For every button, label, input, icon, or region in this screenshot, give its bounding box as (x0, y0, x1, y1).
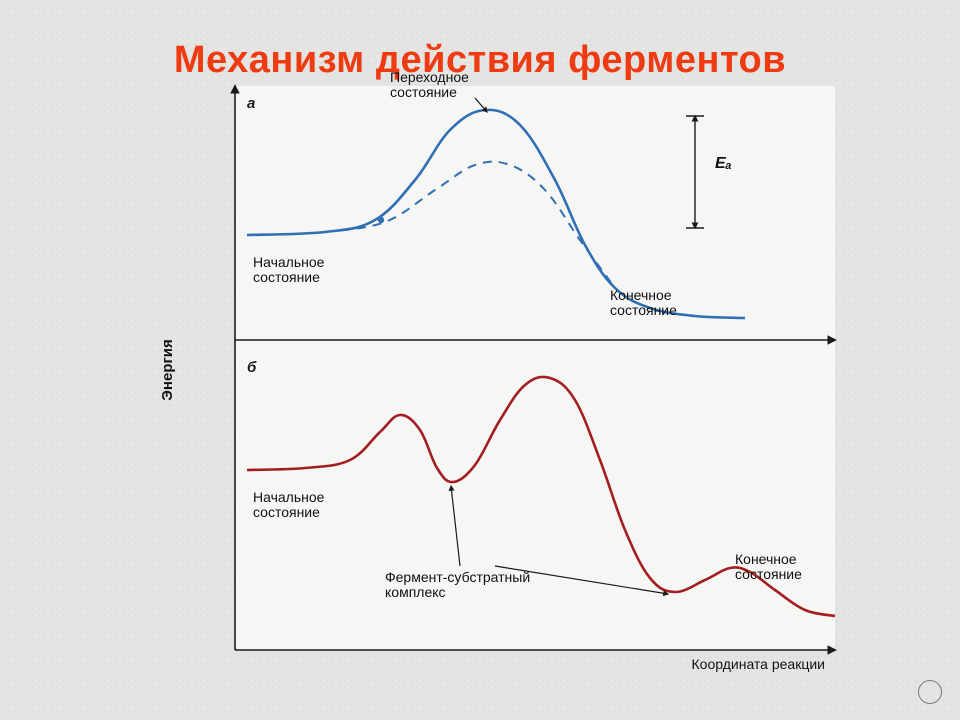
energy-diagram: а б Энергия Координата реакции Переходно… (175, 70, 855, 670)
label-initial-state-a: Начальное состояние (253, 255, 324, 284)
label-final-state-a: Конечное состояние (610, 288, 677, 317)
panel-label-a: а (247, 95, 255, 112)
label-ea: Eₐ (715, 155, 732, 173)
y-axis-label: Энергия (159, 339, 176, 400)
page-marker-circle (918, 680, 942, 704)
label-final-state-b: Конечное состояние (735, 552, 802, 581)
x-axis-label: Координата реакции (692, 656, 825, 672)
label-initial-state-b: Начальное состояние (253, 490, 324, 519)
label-transition-state: Переходное состояние (390, 70, 469, 99)
initial-state-dot (378, 217, 384, 223)
label-es-complex: Фермент-субстратный комплекс (385, 570, 530, 599)
panel-label-b: б (247, 359, 257, 376)
